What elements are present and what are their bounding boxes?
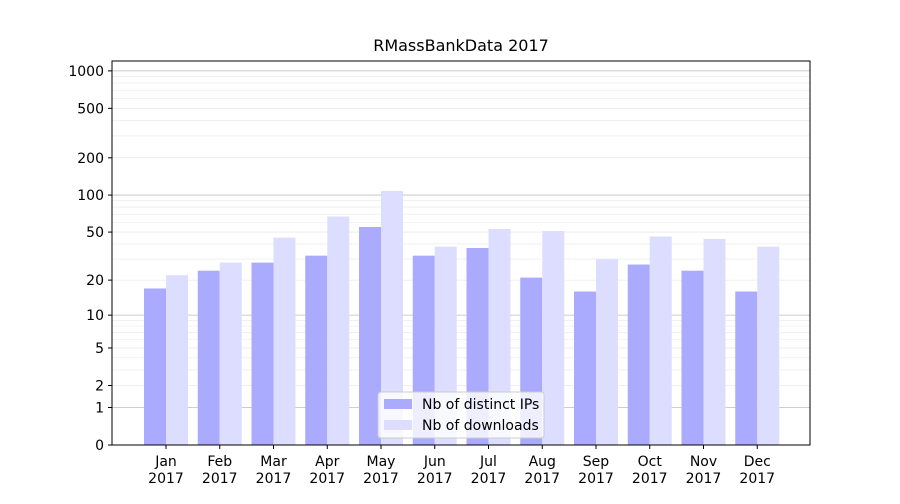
x-tick-label: Sep 2017 <box>578 454 614 487</box>
bar-downloads <box>381 190 403 445</box>
bar-distinct-ips <box>359 227 381 445</box>
y-tick-label: 5 <box>95 341 104 357</box>
x-tick-label: May 2017 <box>363 454 399 487</box>
legend-swatch <box>384 420 412 430</box>
bar-downloads <box>488 228 511 445</box>
x-tick-label: Jun 2017 <box>417 454 453 487</box>
bar-distinct-ips <box>735 291 758 445</box>
bar-distinct-ips <box>144 288 166 445</box>
bar-distinct-ips <box>627 264 650 445</box>
bar-distinct-ips <box>251 262 274 445</box>
legend-swatch <box>384 399 412 409</box>
x-tick-label: Jul 2017 <box>471 454 507 487</box>
x-tick-label: Mar 2017 <box>256 454 292 487</box>
y-tick-label: 200 <box>77 151 104 167</box>
bar-distinct-ips <box>574 291 596 445</box>
x-tick-label: Feb 2017 <box>202 454 238 487</box>
chart-title: RMassBankData 2017 <box>373 36 549 55</box>
bar-downloads <box>757 246 780 445</box>
y-tick-label: 1 <box>95 400 104 416</box>
bar-downloads <box>649 236 672 445</box>
bar-downloads <box>596 259 618 445</box>
legend: Nb of distinct IPs Nb of downloads <box>377 391 545 439</box>
bar-downloads <box>327 216 350 445</box>
legend-label: Nb of downloads <box>422 418 539 434</box>
bar-downloads <box>219 262 242 445</box>
bar-distinct-ips <box>681 270 704 445</box>
bar-downloads <box>542 231 565 445</box>
bar-downloads <box>273 237 296 445</box>
y-tick-label: 10 <box>86 308 104 324</box>
y-tick-label: 50 <box>86 225 104 241</box>
legend-label: Nb of distinct IPs <box>422 397 539 413</box>
bar-downloads <box>703 238 726 445</box>
x-tick-label: Jan 2017 <box>148 454 184 487</box>
bar-distinct-ips <box>305 255 328 445</box>
x-tick-label: Apr 2017 <box>309 454 345 487</box>
x-tick-label: Aug 2017 <box>524 454 560 487</box>
y-tick-label: 100 <box>77 188 104 204</box>
x-tick-label: Dec 2017 <box>739 454 775 487</box>
bar-downloads <box>166 275 188 445</box>
plot-frame <box>111 60 811 446</box>
y-tick-label: 1000 <box>68 64 104 80</box>
legend-box <box>377 391 545 439</box>
x-tick-label: Nov 2017 <box>686 454 722 487</box>
x-tick-label: Oct 2017 <box>632 454 668 487</box>
axes: 0 1 2 5 10 20 50 100 200 500 1000 Jan 2017 Feb 2017 Mar… <box>68 60 811 487</box>
bar-distinct-ips <box>197 270 220 445</box>
y-tick-label: 0 <box>95 438 104 454</box>
y-tick-label: 20 <box>86 273 104 289</box>
y-tick-label: 500 <box>77 101 104 117</box>
y-tick-label: 2 <box>95 379 104 395</box>
